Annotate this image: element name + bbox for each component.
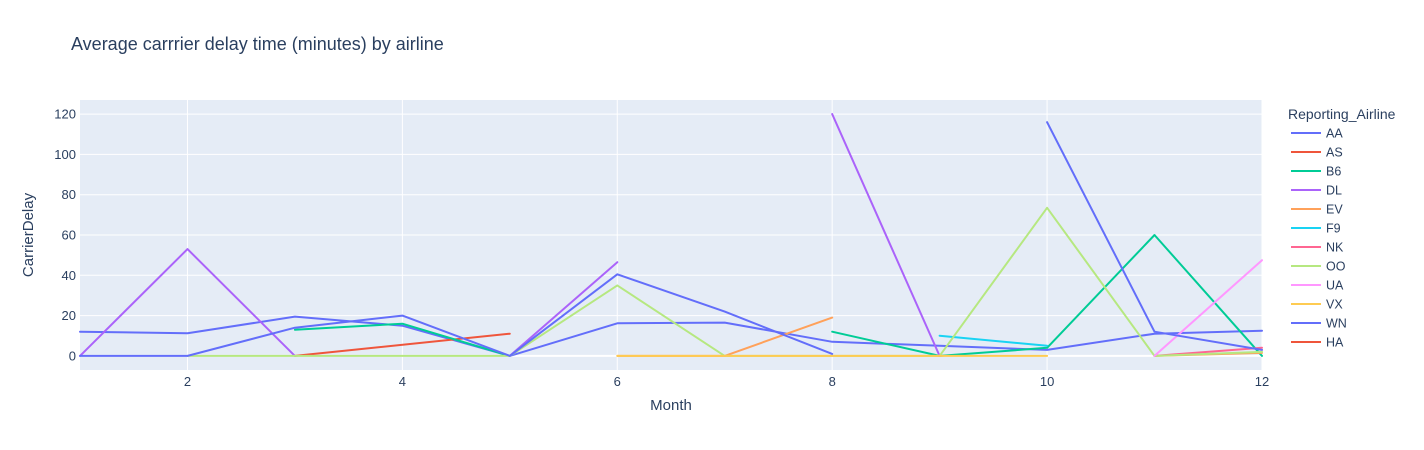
series-line-dl[interactable] (79, 113, 941, 357)
legend-label: B6 (1326, 165, 1341, 179)
legend-label: DL (1326, 184, 1342, 198)
series-line-wn[interactable] (79, 121, 1263, 357)
legend-item-wn[interactable]: WN (1291, 317, 1347, 331)
legend-item-dl[interactable]: DL (1291, 184, 1342, 198)
series-lines (79, 113, 1263, 357)
legend-item-ua[interactable]: UA (1291, 279, 1344, 293)
legend-label: F9 (1326, 222, 1341, 236)
legend-label: EV (1326, 203, 1343, 217)
y-tick-label: 20 (62, 308, 76, 323)
x-tick-label: 10 (1040, 374, 1054, 389)
legend-item-nk[interactable]: NK (1291, 241, 1344, 255)
y-tick-label: 120 (54, 107, 76, 122)
x-tick-label: 4 (399, 374, 406, 389)
series-line-as[interactable] (293, 332, 511, 357)
legend-item-aa[interactable]: AA (1291, 127, 1343, 141)
y-tick-label: 60 (62, 228, 76, 243)
x-tick-label: 8 (829, 374, 836, 389)
legend-label: HA (1326, 336, 1344, 350)
x-axis-title: Month (650, 397, 692, 414)
axis-ticks: 0 20 40 60 80 100 120 2 4 6 8 10 12 (54, 107, 1269, 389)
legend-label: UA (1326, 279, 1344, 293)
legend-label: VX (1326, 298, 1343, 312)
legend[interactable]: AA AS B6 DL EV F9 NK OO UA VX WN HA (1291, 127, 1347, 350)
legend-item-f9[interactable]: F9 (1291, 222, 1341, 236)
x-tick-label: 12 (1255, 374, 1269, 389)
legend-label: WN (1326, 317, 1347, 331)
chart-title: Average carrrier delay time (minutes) by… (71, 34, 444, 54)
y-tick-label: 100 (54, 147, 76, 162)
legend-item-ev[interactable]: EV (1291, 203, 1343, 217)
legend-item-as[interactable]: AS (1291, 146, 1343, 160)
series-line-b6[interactable] (293, 234, 1263, 357)
legend-label: AS (1326, 146, 1343, 160)
y-tick-label: 80 (62, 187, 76, 202)
legend-item-vx[interactable]: VX (1291, 298, 1343, 312)
x-tick-label: 6 (614, 374, 621, 389)
x-tick-label: 2 (184, 374, 191, 389)
series-line-f9[interactable] (938, 334, 1049, 347)
legend-label: AA (1326, 127, 1343, 141)
legend-label: OO (1326, 260, 1346, 274)
y-tick-label: 40 (62, 268, 76, 283)
y-tick-label: 0 (69, 348, 76, 363)
series-line-ua[interactable] (1153, 259, 1263, 357)
legend-item-ha[interactable]: HA (1291, 336, 1344, 350)
series-line-aa[interactable] (79, 315, 1263, 357)
legend-label: NK (1326, 241, 1344, 255)
legend-item-oo[interactable]: OO (1291, 260, 1346, 274)
legend-item-b6[interactable]: B6 (1291, 165, 1341, 179)
y-axis-title: CarrierDelay (20, 192, 37, 277)
legend-title: Reporting_Airline (1288, 106, 1396, 122)
